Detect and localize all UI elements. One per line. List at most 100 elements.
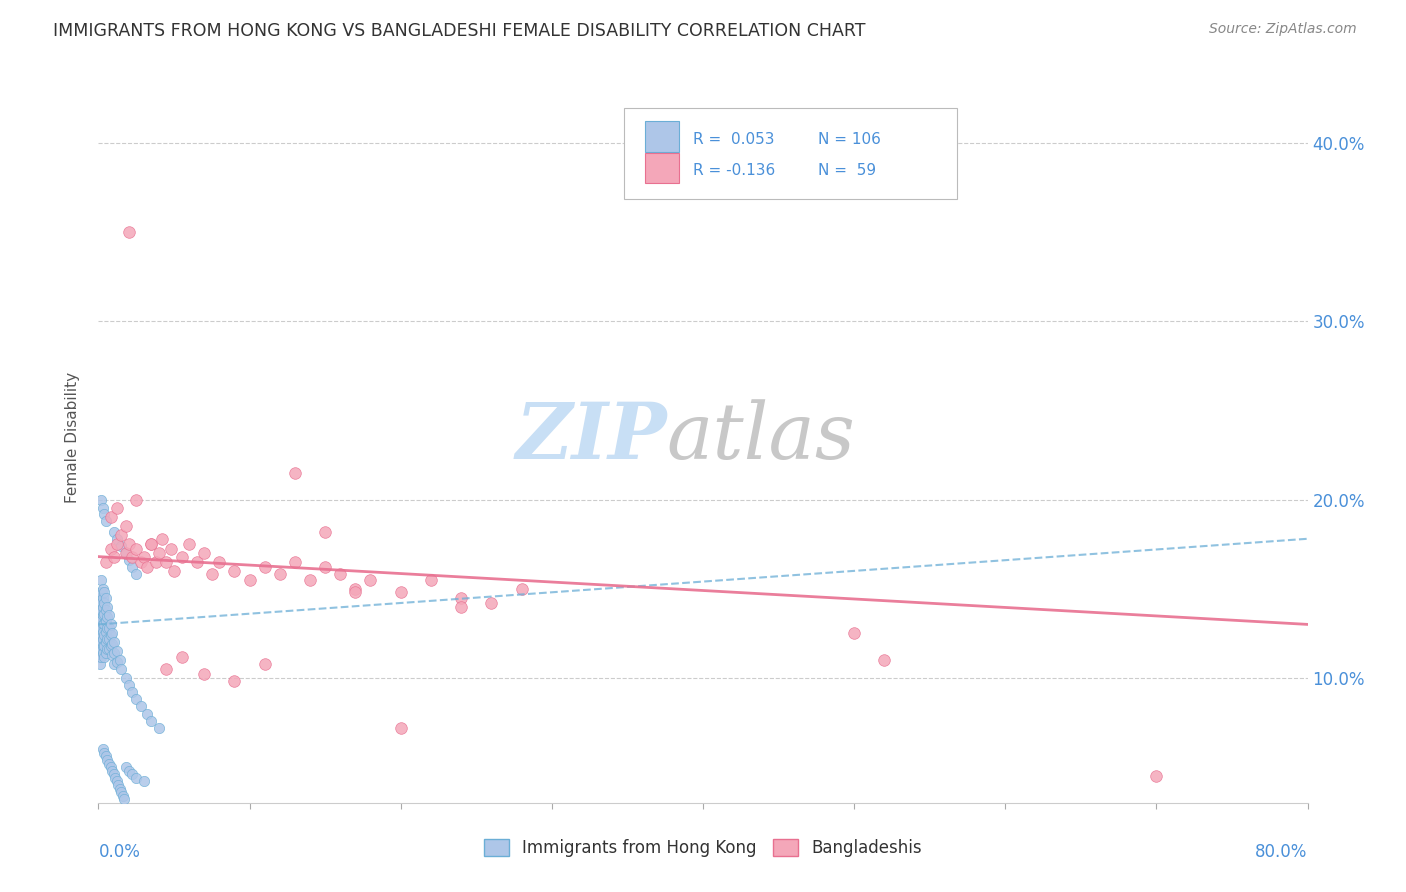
Text: 0.0%: 0.0% — [98, 843, 141, 861]
Point — [253, 657, 276, 671]
Point — [89, 632, 111, 646]
Point — [89, 644, 111, 658]
Point — [103, 767, 125, 781]
Point — [96, 610, 118, 624]
Point — [170, 549, 193, 564]
Point — [98, 621, 121, 635]
Point — [100, 628, 122, 642]
Point — [224, 564, 246, 578]
Point — [481, 596, 503, 610]
Point — [91, 632, 114, 646]
Point — [125, 692, 148, 706]
Point — [193, 546, 215, 560]
Point — [90, 492, 112, 507]
Point — [329, 567, 352, 582]
Point — [93, 607, 115, 621]
Point — [141, 714, 163, 728]
Point — [125, 771, 148, 785]
Text: IMMIGRANTS FROM HONG KONG VS BANGLADESHI FEMALE DISABILITY CORRELATION CHART: IMMIGRANTS FROM HONG KONG VS BANGLADESHI… — [53, 22, 866, 40]
Text: N =  59: N = 59 — [818, 162, 876, 178]
Point — [118, 678, 141, 692]
Point — [91, 639, 114, 653]
Point — [94, 603, 117, 617]
Point — [114, 546, 136, 560]
Point — [114, 546, 136, 560]
Text: atlas: atlas — [666, 399, 855, 475]
Y-axis label: Female Disability: Female Disability — [65, 371, 80, 503]
Point — [208, 555, 231, 569]
Point — [186, 555, 208, 569]
Point — [94, 514, 117, 528]
Point — [132, 774, 155, 789]
Point — [314, 524, 336, 539]
Point — [160, 542, 183, 557]
Text: ZIP: ZIP — [515, 399, 666, 475]
Point — [93, 507, 115, 521]
Point — [91, 742, 114, 756]
Point — [125, 492, 148, 507]
Point — [98, 632, 121, 646]
Point — [284, 555, 307, 569]
Point — [94, 591, 117, 605]
Point — [101, 764, 124, 778]
Point — [103, 524, 125, 539]
Point — [141, 537, 163, 551]
Point — [93, 639, 115, 653]
Point — [118, 764, 141, 778]
Point — [91, 608, 114, 623]
Point — [108, 781, 131, 796]
Point — [299, 573, 322, 587]
Point — [89, 626, 111, 640]
Point — [121, 767, 143, 781]
Point — [103, 549, 125, 564]
Point — [94, 635, 117, 649]
Point — [90, 573, 112, 587]
Point — [105, 532, 128, 546]
Point — [110, 785, 132, 799]
Point — [89, 603, 111, 617]
Point — [108, 653, 131, 667]
Point — [96, 599, 118, 614]
Point — [104, 771, 127, 785]
Point — [179, 537, 201, 551]
Text: Source: ZipAtlas.com: Source: ZipAtlas.com — [1209, 22, 1357, 37]
Point — [344, 585, 367, 599]
Point — [105, 655, 128, 669]
Point — [94, 624, 117, 639]
Point — [844, 626, 866, 640]
Point — [105, 644, 128, 658]
Point — [91, 617, 114, 632]
Point — [94, 555, 117, 569]
Point — [91, 624, 114, 639]
Point — [114, 671, 136, 685]
Point — [94, 614, 117, 628]
Point — [103, 657, 125, 671]
Point — [90, 596, 112, 610]
Point — [114, 519, 136, 533]
Point — [94, 749, 117, 764]
Point — [105, 774, 128, 789]
Point — [93, 746, 115, 760]
Point — [145, 555, 167, 569]
Point — [89, 621, 111, 635]
Point — [98, 756, 121, 771]
Point — [100, 510, 122, 524]
Point — [101, 626, 124, 640]
Point — [89, 614, 111, 628]
Point — [239, 573, 262, 587]
Point — [96, 632, 118, 646]
Point — [170, 649, 193, 664]
Point — [90, 585, 112, 599]
Point — [873, 653, 896, 667]
FancyBboxPatch shape — [645, 153, 679, 183]
Point — [89, 657, 111, 671]
Point — [98, 642, 121, 657]
Point — [148, 546, 170, 560]
Point — [389, 721, 412, 735]
Point — [90, 614, 112, 628]
Point — [89, 591, 111, 605]
Point — [121, 685, 143, 699]
Text: R =  0.053: R = 0.053 — [693, 132, 775, 147]
Point — [135, 560, 157, 574]
Point — [100, 639, 122, 653]
